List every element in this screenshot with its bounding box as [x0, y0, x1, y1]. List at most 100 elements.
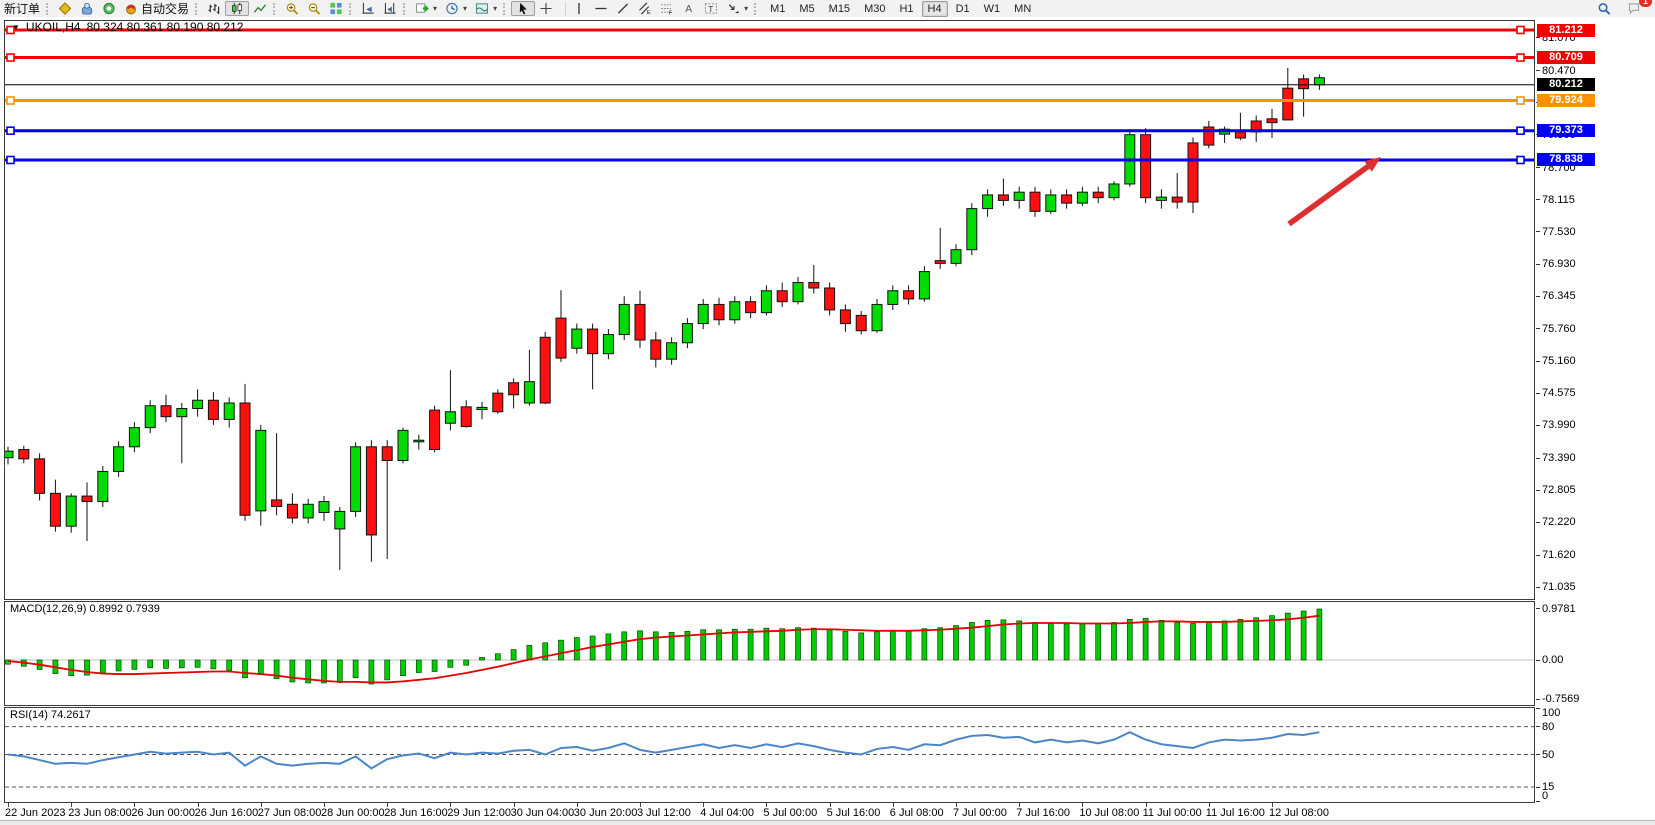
price-axis[interactable]: 81.07080.47079.88579.30078.70078.11577.5… — [1536, 20, 1655, 803]
timeframe-M30[interactable]: M30 — [864, 2, 886, 15]
text-button[interactable]: A — [678, 1, 700, 16]
candle-bull — [144, 405, 156, 429]
candle-bull — [918, 271, 930, 300]
trend-line-icon — [617, 3, 629, 14]
macd-chart[interactable] — [5, 602, 1534, 705]
candle-chart-icon — [232, 2, 243, 15]
timeframe-M1[interactable]: M1 — [770, 2, 786, 15]
dropdown-caret-icon: ▾ — [493, 4, 498, 13]
line-handle — [1516, 25, 1525, 35]
line-chart-button[interactable] — [249, 1, 271, 16]
fibonacci-button[interactable]: F — [656, 1, 678, 16]
price-tick-mark — [1536, 554, 1540, 556]
candle-bull — [1013, 191, 1025, 201]
candle-bull — [5, 450, 14, 459]
cursor-icon — [519, 2, 527, 15]
current-price-badge: 80.212 — [1537, 78, 1595, 92]
new-order-button[interactable]: 新订单 — [0, 1, 44, 16]
bar-chart-button[interactable] — [203, 1, 225, 16]
rsi-tick-mark — [1536, 754, 1540, 755]
crosshair-button[interactable] — [535, 1, 557, 16]
candle-bear — [539, 336, 551, 404]
text-label-button[interactable]: T — [700, 1, 722, 16]
auto-trading-button[interactable]: 自动交易 — [120, 1, 193, 16]
zoom-in-button[interactable] — [281, 1, 303, 16]
cursor-button[interactable] — [511, 1, 536, 16]
macd-bar — [115, 659, 122, 672]
price-line-badge: 81.212 — [1537, 23, 1595, 37]
timeframe-MN[interactable]: MN — [1014, 2, 1032, 15]
time-tick-mark — [513, 803, 515, 807]
chevron-down-icon[interactable]: ▼ — [12, 22, 20, 32]
timeframe-D1[interactable]: D1 — [955, 2, 970, 15]
vertical-line-button[interactable] — [568, 1, 590, 16]
macd-bar — [558, 639, 564, 661]
macd-bar — [1221, 620, 1228, 661]
annotation-arrow-shaft — [1287, 163, 1372, 227]
macd-bar — [1237, 618, 1244, 661]
time-tick-mark — [703, 803, 705, 807]
price-tick-mark — [1536, 70, 1540, 72]
alerts-button[interactable] — [98, 1, 120, 16]
timeframe-H1[interactable]: H1 — [899, 2, 914, 15]
timeframe-H4[interactable]: H4 — [921, 0, 948, 17]
dropdown-caret-icon: ▾ — [744, 4, 749, 13]
macd-bar — [210, 659, 217, 670]
time-tick-mark — [766, 803, 768, 807]
timeframe-M5[interactable]: M5 — [799, 2, 815, 15]
price-tick-mark — [1536, 586, 1540, 588]
macd-panel[interactable] — [4, 601, 1535, 706]
trend-line-button[interactable] — [612, 1, 634, 16]
zoom-in-icon — [286, 3, 299, 15]
candle-bear — [239, 402, 251, 516]
toolbar-grip — [403, 2, 409, 15]
candle-bull — [729, 301, 741, 321]
tile-windows-button[interactable] — [325, 1, 347, 16]
equidistant-channel-button[interactable]: E — [634, 1, 656, 16]
candle-bear — [839, 309, 851, 325]
arrows-button[interactable]: ▾ — [722, 1, 752, 16]
price-tick-mark — [1536, 37, 1540, 39]
candle-bull — [697, 303, 709, 325]
price-line-badge: 78.838 — [1537, 153, 1595, 167]
time-tick-mark — [1082, 803, 1084, 807]
timeframe-M15[interactable]: M15 — [828, 2, 851, 15]
line-handle — [1516, 155, 1525, 165]
price-line-badge: 79.373 — [1537, 124, 1595, 138]
time-tick-mark — [450, 803, 452, 807]
candle-chart-button[interactable] — [225, 1, 250, 16]
navigator-button[interactable] — [54, 1, 76, 16]
templates-icon — [476, 3, 489, 14]
candlestick-chart[interactable] — [5, 21, 1534, 599]
timeframe-W1[interactable]: W1 — [983, 2, 1001, 15]
periods-button[interactable]: ▾ — [441, 1, 471, 16]
chat-button[interactable]: 1 — [1623, 0, 1652, 16]
chart-shift-button[interactable] — [379, 1, 401, 16]
horizontal-line-button[interactable] — [590, 1, 612, 16]
profiles-button[interactable] — [76, 1, 98, 16]
macd-bar — [242, 659, 248, 679]
candle-bear — [997, 194, 1009, 201]
price-tick-label: 77.530 — [1542, 225, 1576, 238]
time-tick-label: 3 Jul 12:00 — [637, 807, 691, 819]
price-tick-label: 76.930 — [1542, 258, 1576, 271]
macd-signal-line — [7, 614, 1320, 684]
auto-scroll-button[interactable] — [357, 1, 379, 16]
chart-title: ▼ UKOIL,H4 80.324 80.361 80.190 80.212 — [12, 20, 243, 34]
zoom-out-button[interactable] — [303, 1, 325, 16]
add-indicator-icon — [415, 3, 429, 13]
macd-bar — [684, 630, 691, 661]
macd-bar — [384, 659, 391, 681]
time-tick-mark — [8, 803, 9, 807]
macd-bar — [1158, 620, 1165, 661]
rsi-chart[interactable] — [5, 708, 1534, 802]
macd-bar — [447, 659, 454, 668]
macd-bar — [84, 659, 90, 676]
time-axis[interactable]: 22 Jun 2023 23 Jun 08:00 26 Jun 00:00 26 Ju… — [4, 803, 1535, 819]
templates-button[interactable]: ▾ — [471, 1, 501, 16]
candle-bull — [1108, 183, 1120, 199]
candle-bull — [523, 381, 535, 404]
add-indicator-button[interactable]: ▾ — [411, 1, 441, 16]
rsi-tick-label: 50 — [1542, 748, 1555, 761]
search-button[interactable] — [1593, 1, 1615, 16]
